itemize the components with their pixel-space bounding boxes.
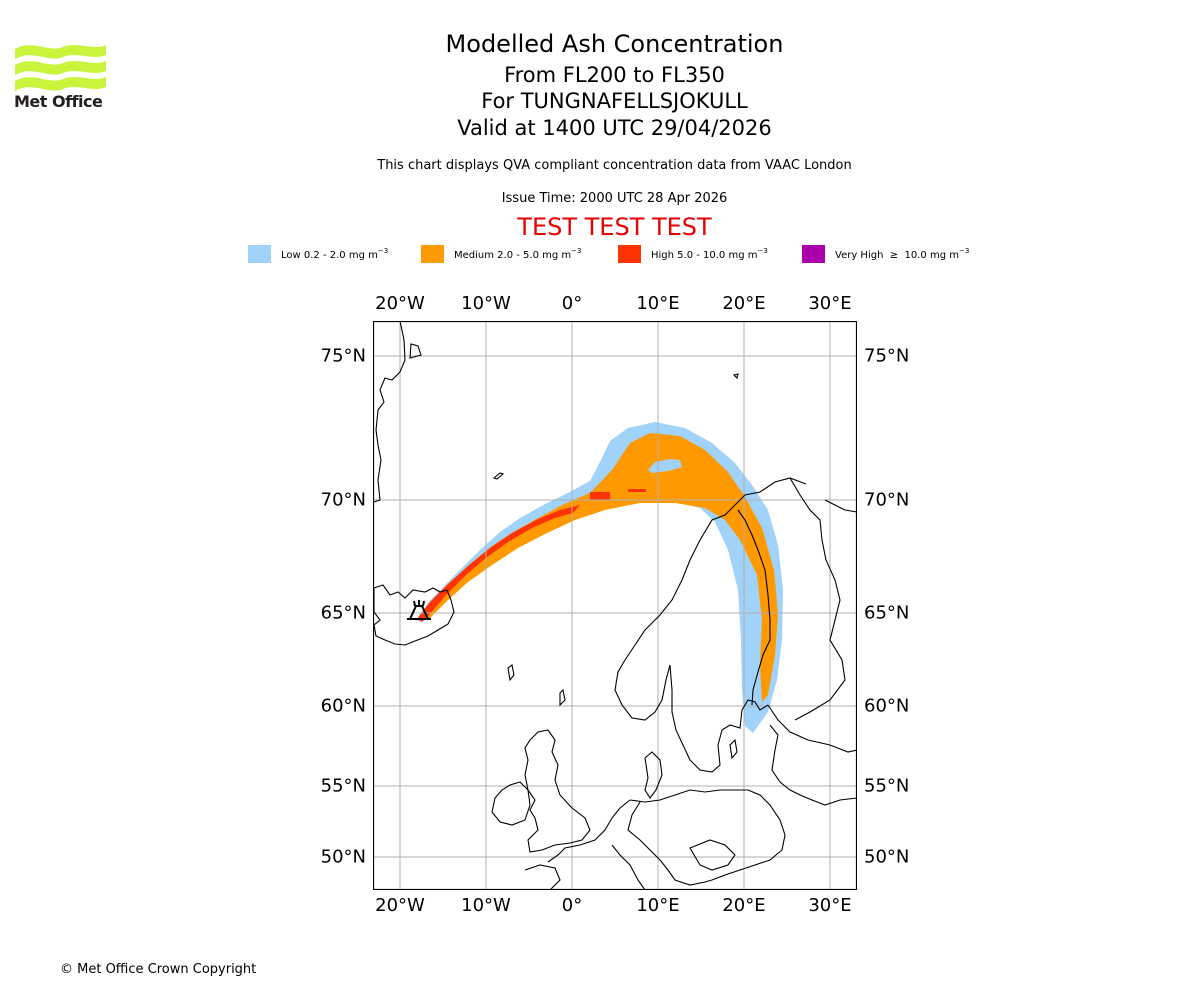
valid-time: Valid at 1400 UTC 29/04/2026 <box>457 116 772 140</box>
lon-tick-top: 10°W <box>461 293 511 314</box>
lat-tick-left: 75°N <box>320 345 366 367</box>
legend-item-high: High 5.0 - 10.0 mg m−3 <box>618 244 768 264</box>
legend-item-low: Low 0.2 - 2.0 mg m−3 <box>248 244 388 264</box>
coast-norway <box>614 477 807 773</box>
met-office-logo-waves-icon <box>15 45 106 91</box>
lat-tick-left: 55°N <box>320 775 366 797</box>
coast-germany <box>629 789 748 803</box>
legend-swatch-low <box>248 245 271 263</box>
coast-jan-mayen <box>492 472 505 480</box>
ash-high-patch <box>628 489 646 492</box>
lon-tick-bottom: 30°E <box>808 895 852 916</box>
border-germany <box>627 801 713 886</box>
coast-svalbard-islet <box>409 343 422 359</box>
coastlines <box>373 321 857 890</box>
legend-label-medium: Medium 2.0 - 5.0 mg m−3 <box>454 247 582 261</box>
volcano-name: For TUNGNAFELLSJOKULL <box>481 89 748 113</box>
legend-label-low: Low 0.2 - 2.0 mg m−3 <box>281 247 389 261</box>
lon-tick-top: 20°E <box>722 293 766 314</box>
legend-swatch-medium <box>421 245 444 263</box>
lon-tick-top: 30°E <box>808 293 852 314</box>
volcano-marker-icon <box>407 600 431 620</box>
border-poland <box>711 789 786 881</box>
legend-item-medium: Medium 2.0 - 5.0 mg m−3 <box>421 244 581 264</box>
lat-tick-right: 70°N <box>864 489 910 511</box>
map-background <box>373 321 857 890</box>
issue-time: Issue Time: 2000 UTC 28 Apr 2026 <box>501 191 728 206</box>
border-finland-russia <box>789 477 846 721</box>
test-banner: TEST TEST TEST <box>517 213 712 241</box>
lon-tick-top: 20°W <box>375 293 425 314</box>
coast-ireland <box>491 781 531 826</box>
coast-finland <box>767 704 857 753</box>
lon-tick-bottom: 20°E <box>722 895 766 916</box>
coast-benelux <box>547 799 631 863</box>
coast-shetland <box>559 688 566 707</box>
legend-swatch-very-high <box>802 245 825 263</box>
lon-tick-top: 10°E <box>636 293 680 314</box>
lat-tick-right: 50°N <box>864 846 910 868</box>
lon-tick-bottom: 10°E <box>636 895 680 916</box>
ash-low-hole <box>648 459 682 473</box>
chart-title: Modelled Ash Concentration <box>445 30 784 58</box>
lat-tick-right: 65°N <box>864 602 910 624</box>
coast-bear-island <box>732 373 739 380</box>
legend-item-very-high: Very High ≥ 10.0 mg m−3 <box>802 244 969 264</box>
legend-swatch-high <box>618 245 641 263</box>
border-sweden-finland <box>737 509 771 706</box>
map-frame <box>373 321 857 890</box>
met-office-logo-text: Met Office <box>14 92 103 111</box>
lat-tick-right: 55°N <box>864 775 910 797</box>
lon-tick-top: 0° <box>561 293 583 314</box>
legend-label-high: High 5.0 - 10.0 mg m−3 <box>651 247 768 261</box>
lat-tick-left: 50°N <box>320 846 366 868</box>
description-text: This chart displays QVA compliant concen… <box>377 158 852 173</box>
ash-concentration-map <box>373 321 857 890</box>
border-czech <box>689 839 736 871</box>
gridlines <box>373 321 857 890</box>
lat-tick-left: 70°N <box>320 489 366 511</box>
ash-high-patch <box>590 492 610 500</box>
coast-brittany <box>524 864 561 890</box>
coast-kola <box>824 499 857 513</box>
copyright-notice: © Met Office Crown Copyright <box>60 962 257 977</box>
coast-denmark <box>644 751 663 799</box>
legend-label-very-high: Very High ≥ 10.0 mg m−3 <box>835 247 970 261</box>
coast-baltic <box>769 724 857 806</box>
flight-level-range: From FL200 to FL350 <box>504 63 725 87</box>
lon-tick-bottom: 0° <box>561 895 583 916</box>
coast-great-britain <box>524 729 591 853</box>
lat-tick-right: 60°N <box>864 695 910 717</box>
lat-tick-left: 60°N <box>320 695 366 717</box>
coast-greenland <box>373 321 406 503</box>
lon-tick-bottom: 20°W <box>375 895 425 916</box>
coast-faroe <box>507 664 515 682</box>
lat-tick-right: 75°N <box>864 345 910 367</box>
lon-tick-bottom: 10°W <box>461 895 511 916</box>
coast-iceland <box>373 584 455 646</box>
lat-tick-left: 65°N <box>320 602 366 624</box>
border-france <box>611 844 646 890</box>
coast-gotland <box>729 738 738 760</box>
